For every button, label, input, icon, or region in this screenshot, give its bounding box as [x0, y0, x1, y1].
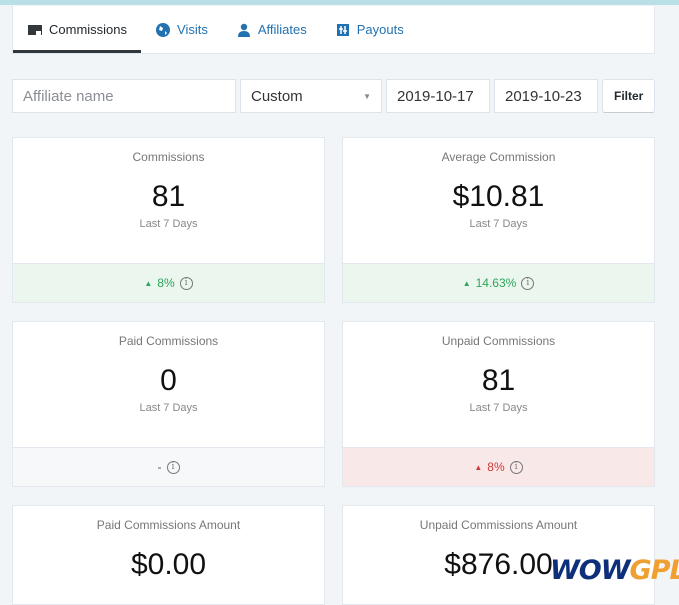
filter-bar: Affiliate name Custom ▼ 2019-10-17 2019-1…: [12, 79, 656, 113]
unpaid-commissions-card: Unpaid Commissions 81 Last 7 Days ▲ 8% i: [342, 321, 655, 487]
change-value: 8%: [157, 276, 175, 290]
unpaid-commissions-amount-card: Unpaid Commissions Amount $876.00: [342, 505, 655, 605]
card-title: Paid Commissions Amount: [96, 518, 241, 532]
logo-part: GPL: [629, 555, 679, 586]
card-value: $10.81: [452, 180, 545, 213]
card-period: Last 7 Days: [469, 218, 528, 230]
card-change: ▲ 14.63% i: [343, 263, 654, 302]
user-icon: [237, 23, 250, 37]
tab-label: Payouts: [356, 22, 404, 37]
filter-button[interactable]: Filter: [602, 79, 656, 113]
tab-visits[interactable]: Visits: [141, 6, 222, 53]
triangle-up-icon: ▲: [144, 278, 153, 288]
tab-label: Commissions: [49, 22, 128, 37]
card-title: Paid Commissions: [118, 334, 219, 348]
average-commission-card: Average Commission $10.81 Last 7 Days ▲ 1…: [342, 137, 655, 303]
tab-commissions[interactable]: Commissions: [13, 6, 142, 53]
card-value: $0.00: [130, 548, 207, 581]
info-icon[interactable]: i: [521, 276, 535, 290]
card-title: Commissions: [132, 150, 205, 164]
end-date-input[interactable]: 2019-10-23: [494, 79, 598, 113]
card-change: ▲ 8% i: [13, 263, 324, 302]
commissions-card: Commissions 81 Last 7 Days ▲ 8% i: [12, 137, 325, 303]
card-title: Unpaid Commissions: [441, 334, 556, 348]
card-period: Last 7 Days: [139, 218, 198, 230]
card-value: 81: [481, 364, 516, 397]
date-range-select[interactable]: Custom ▼: [240, 79, 382, 113]
card-title: Unpaid Commissions Amount: [419, 518, 578, 532]
tab-label: Visits: [177, 22, 208, 37]
affiliate-name-input[interactable]: Affiliate name: [12, 79, 236, 113]
change-value: 14.63%: [475, 276, 517, 290]
card-title: Average Commission: [441, 150, 556, 164]
commissions-icon: [28, 24, 42, 35]
card-period: Last 7 Days: [139, 402, 198, 414]
tab-bar: Commissions Visits Affiliates Payouts: [12, 6, 655, 54]
change-value: -: [157, 460, 162, 474]
paid-commissions-card: Paid Commissions 0 Last 7 Days -i: [12, 321, 325, 487]
top-bar: [0, 0, 679, 5]
card-period: Last 7 Days: [469, 402, 528, 414]
card-value: $876.00: [444, 548, 553, 581]
start-date-input[interactable]: 2019-10-17: [386, 79, 490, 113]
triangle-up-icon: ▲: [462, 278, 471, 288]
range-value: Custom: [251, 87, 303, 105]
tab-payouts[interactable]: Payouts: [321, 6, 418, 53]
info-icon[interactable]: i: [179, 276, 193, 290]
info-icon[interactable]: i: [166, 460, 180, 474]
info-icon[interactable]: i: [509, 460, 523, 474]
tab-affiliates[interactable]: Affiliates: [222, 6, 321, 53]
card-change: ▲ 8% i: [343, 447, 654, 486]
card-change: -i: [13, 447, 324, 486]
paid-commissions-amount-card: Paid Commissions Amount $0.00: [12, 505, 325, 605]
card-value: 0: [160, 364, 177, 397]
watermark-logo: WOWGPL: [550, 555, 679, 586]
logo-part: WOW: [550, 555, 631, 586]
tab-label: Affiliates: [257, 22, 307, 37]
card-value: 81: [151, 180, 186, 213]
triangle-up-icon: ▲: [474, 462, 483, 472]
payouts-icon: [336, 23, 349, 36]
change-value: 8%: [487, 460, 505, 474]
globe-icon: [156, 22, 171, 37]
chevron-down-icon: ▼: [363, 91, 371, 101]
